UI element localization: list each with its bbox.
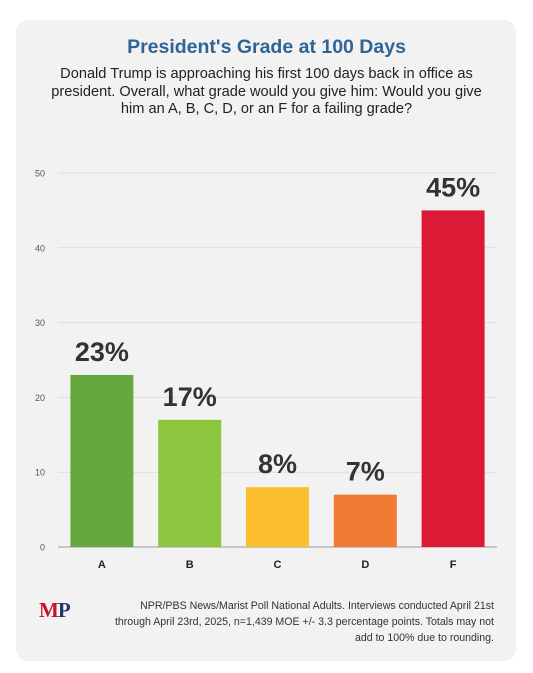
bar-f xyxy=(421,210,485,547)
data-labels: 23% 17% 8% 7% 45% xyxy=(75,172,480,486)
bar-b xyxy=(158,419,222,547)
bars xyxy=(70,210,485,547)
data-label: 8% xyxy=(258,449,297,479)
y-tick-label: 0 xyxy=(40,543,45,553)
x-tick-label: B xyxy=(186,559,194,571)
bar-d xyxy=(333,494,397,547)
x-tick-label: C xyxy=(274,559,282,571)
y-tick-label: 20 xyxy=(35,393,45,403)
y-tick-label: 50 xyxy=(35,169,45,179)
y-tick-label: 40 xyxy=(35,243,45,253)
data-label: 45% xyxy=(426,172,480,202)
data-label: 7% xyxy=(346,457,385,487)
chart-subtitle: Donald Trump is approaching his first 10… xyxy=(51,66,482,117)
bar-a xyxy=(70,374,134,547)
chart-title: President's Grade at 100 Days xyxy=(127,36,406,58)
x-tick-label: A xyxy=(98,559,106,571)
data-label: 17% xyxy=(163,382,217,412)
y-tick-labels: 0 10 20 30 40 50 xyxy=(35,169,45,553)
source-note: NPR/PBS News/Marist Poll National Adults… xyxy=(114,600,494,644)
marist-poll-logo: MP xyxy=(39,598,71,622)
y-tick-label: 10 xyxy=(35,468,45,478)
x-tick-label: F xyxy=(450,559,457,571)
data-label: 23% xyxy=(75,337,129,367)
x-tick-label: D xyxy=(361,559,369,571)
y-tick-label: 30 xyxy=(35,318,45,328)
bar-c xyxy=(246,487,309,547)
